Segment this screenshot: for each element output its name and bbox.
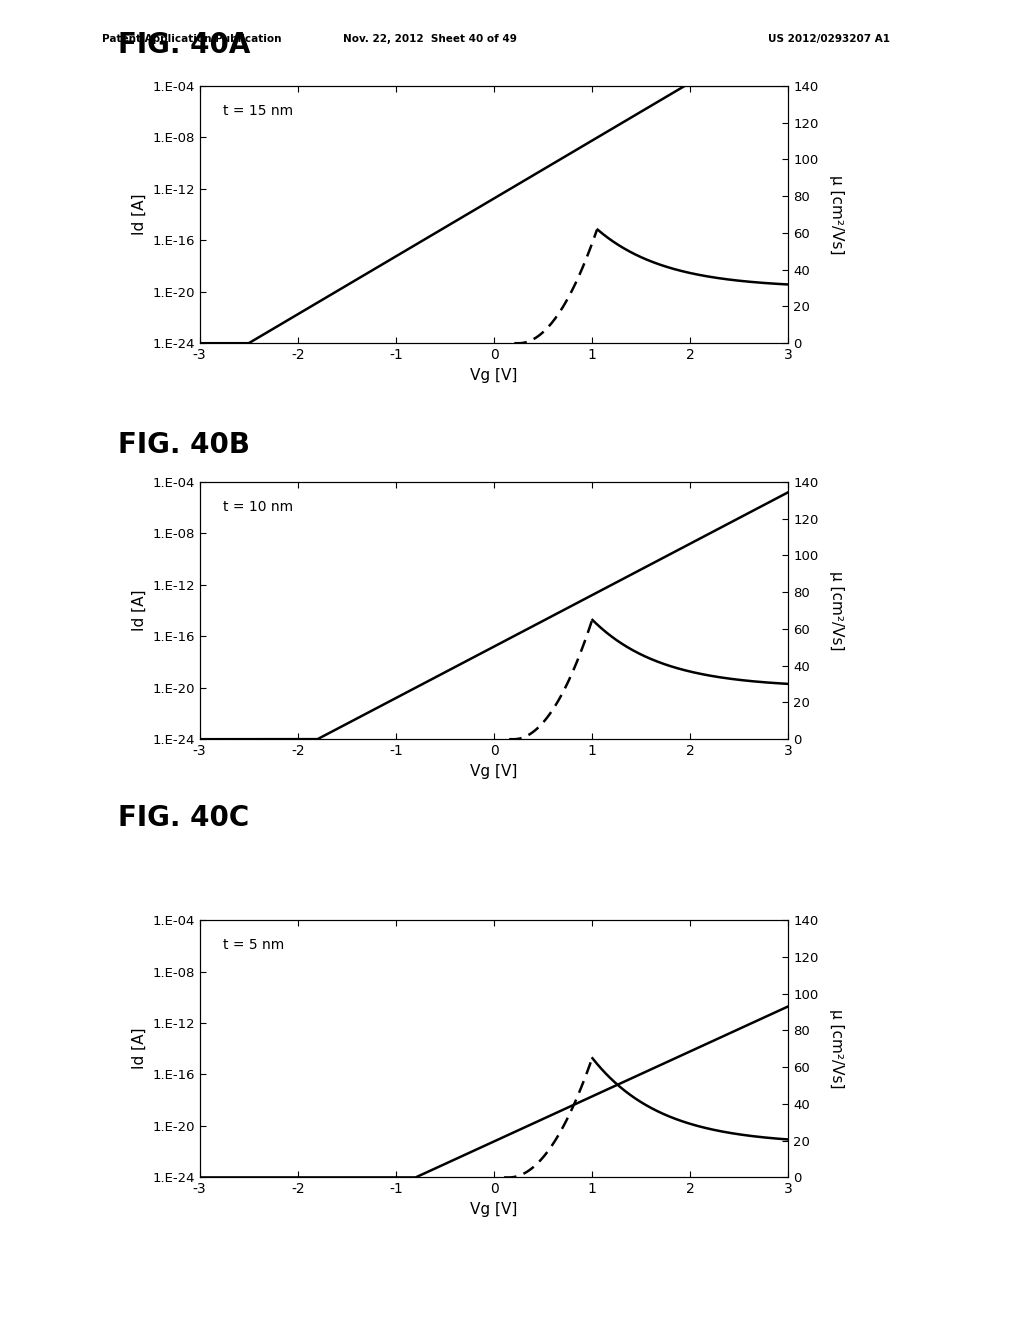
Text: Patent Application Publication: Patent Application Publication (102, 34, 282, 45)
X-axis label: Vg [V]: Vg [V] (470, 1201, 518, 1217)
Y-axis label: μ [cm²/Vs]: μ [cm²/Vs] (828, 570, 844, 651)
Text: Nov. 22, 2012  Sheet 40 of 49: Nov. 22, 2012 Sheet 40 of 49 (343, 34, 517, 45)
Text: FIG. 40B: FIG. 40B (118, 432, 250, 459)
Y-axis label: Id [A]: Id [A] (132, 194, 146, 235)
Text: FIG. 40A: FIG. 40A (118, 32, 250, 59)
Text: US 2012/0293207 A1: US 2012/0293207 A1 (768, 34, 890, 45)
Y-axis label: μ [cm²/Vs]: μ [cm²/Vs] (828, 174, 844, 255)
Text: FIG. 40C: FIG. 40C (118, 804, 249, 832)
X-axis label: Vg [V]: Vg [V] (470, 763, 518, 779)
Text: t = 10 nm: t = 10 nm (223, 500, 293, 513)
Y-axis label: μ [cm²/Vs]: μ [cm²/Vs] (828, 1008, 844, 1089)
Text: t = 15 nm: t = 15 nm (223, 104, 293, 117)
Y-axis label: Id [A]: Id [A] (132, 590, 146, 631)
Text: t = 5 nm: t = 5 nm (223, 939, 285, 952)
Y-axis label: Id [A]: Id [A] (132, 1028, 146, 1069)
X-axis label: Vg [V]: Vg [V] (470, 367, 518, 383)
